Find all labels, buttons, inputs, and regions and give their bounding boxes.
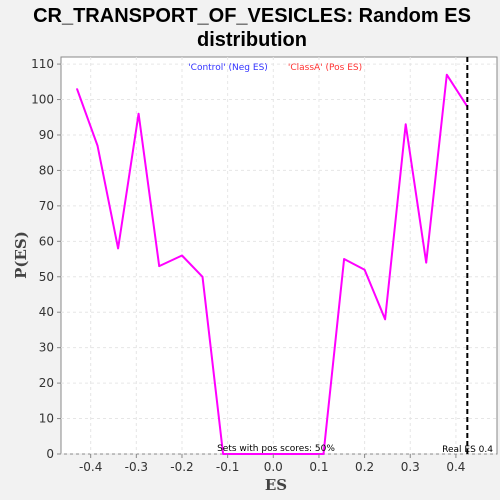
y-tick-label: 50: [39, 270, 54, 284]
data-point: [363, 268, 366, 271]
x-tick-label: -0.2: [170, 460, 193, 474]
x-tick-label: -0.3: [125, 460, 148, 474]
y-axis-ticks: 0 10 20 30 40 50 60 70 80 90 100 110: [31, 57, 61, 461]
real-es-label: Real ES 0.4: [442, 445, 493, 455]
x-tick-label: 0.4: [446, 460, 465, 474]
y-tick-label: 90: [39, 128, 54, 142]
pos-scores-annotation: Sets with pos scores: 50%: [217, 444, 335, 454]
data-point: [201, 275, 204, 278]
data-point: [404, 123, 407, 126]
data-point: [137, 112, 140, 115]
y-tick-label: 80: [39, 163, 54, 177]
y-tick-label: 10: [39, 412, 54, 426]
x-tick-label: 0.0: [264, 460, 283, 474]
y-tick-label: 40: [39, 305, 54, 319]
data-point: [343, 258, 345, 260]
x-axis-label: ES: [265, 476, 287, 494]
y-tick-label: 0: [46, 447, 54, 461]
y-axis-label: P(ES): [12, 231, 30, 279]
x-tick-label: -0.1: [216, 460, 239, 474]
data-point: [322, 453, 325, 455]
y-tick-label: 110: [31, 57, 54, 71]
legend: 'Control' (Neg ES) 'ClassA' (Pos ES): [188, 63, 362, 73]
data-point: [181, 254, 183, 257]
data-point: [445, 73, 448, 76]
x-tick-label: -0.4: [79, 460, 102, 474]
legend-entry-control: 'Control' (Neg ES): [188, 63, 268, 73]
y-tick-label: 30: [39, 341, 54, 355]
x-tick-label: 0.1: [309, 460, 328, 474]
chart-title-line2: distribution: [197, 29, 307, 51]
x-axis-ticks: -0.4 -0.3 -0.2 -0.1 0.0 0.1 0.2 0.3 0.4: [79, 454, 465, 474]
legend-entry-classa: 'ClassA' (Pos ES): [288, 63, 362, 73]
data-point: [425, 261, 428, 264]
y-tick-label: 60: [39, 234, 54, 248]
real-es-layer: Real ES 0.4: [442, 57, 493, 455]
data-point: [158, 265, 160, 267]
data-point: [222, 453, 224, 455]
y-tick-label: 20: [39, 376, 54, 390]
data-point: [117, 247, 119, 250]
data-point: [76, 88, 78, 90]
x-tick-label: 0.3: [401, 460, 420, 474]
chart-title-line1: CR_TRANSPORT_OF_VESICLES: Random ES: [33, 5, 471, 27]
data-point: [384, 318, 386, 321]
data-point: [96, 144, 99, 147]
y-tick-label: 100: [31, 93, 54, 107]
plot-area: [60, 56, 498, 455]
x-tick-label: 0.2: [355, 460, 374, 474]
y-tick-label: 70: [39, 199, 54, 213]
